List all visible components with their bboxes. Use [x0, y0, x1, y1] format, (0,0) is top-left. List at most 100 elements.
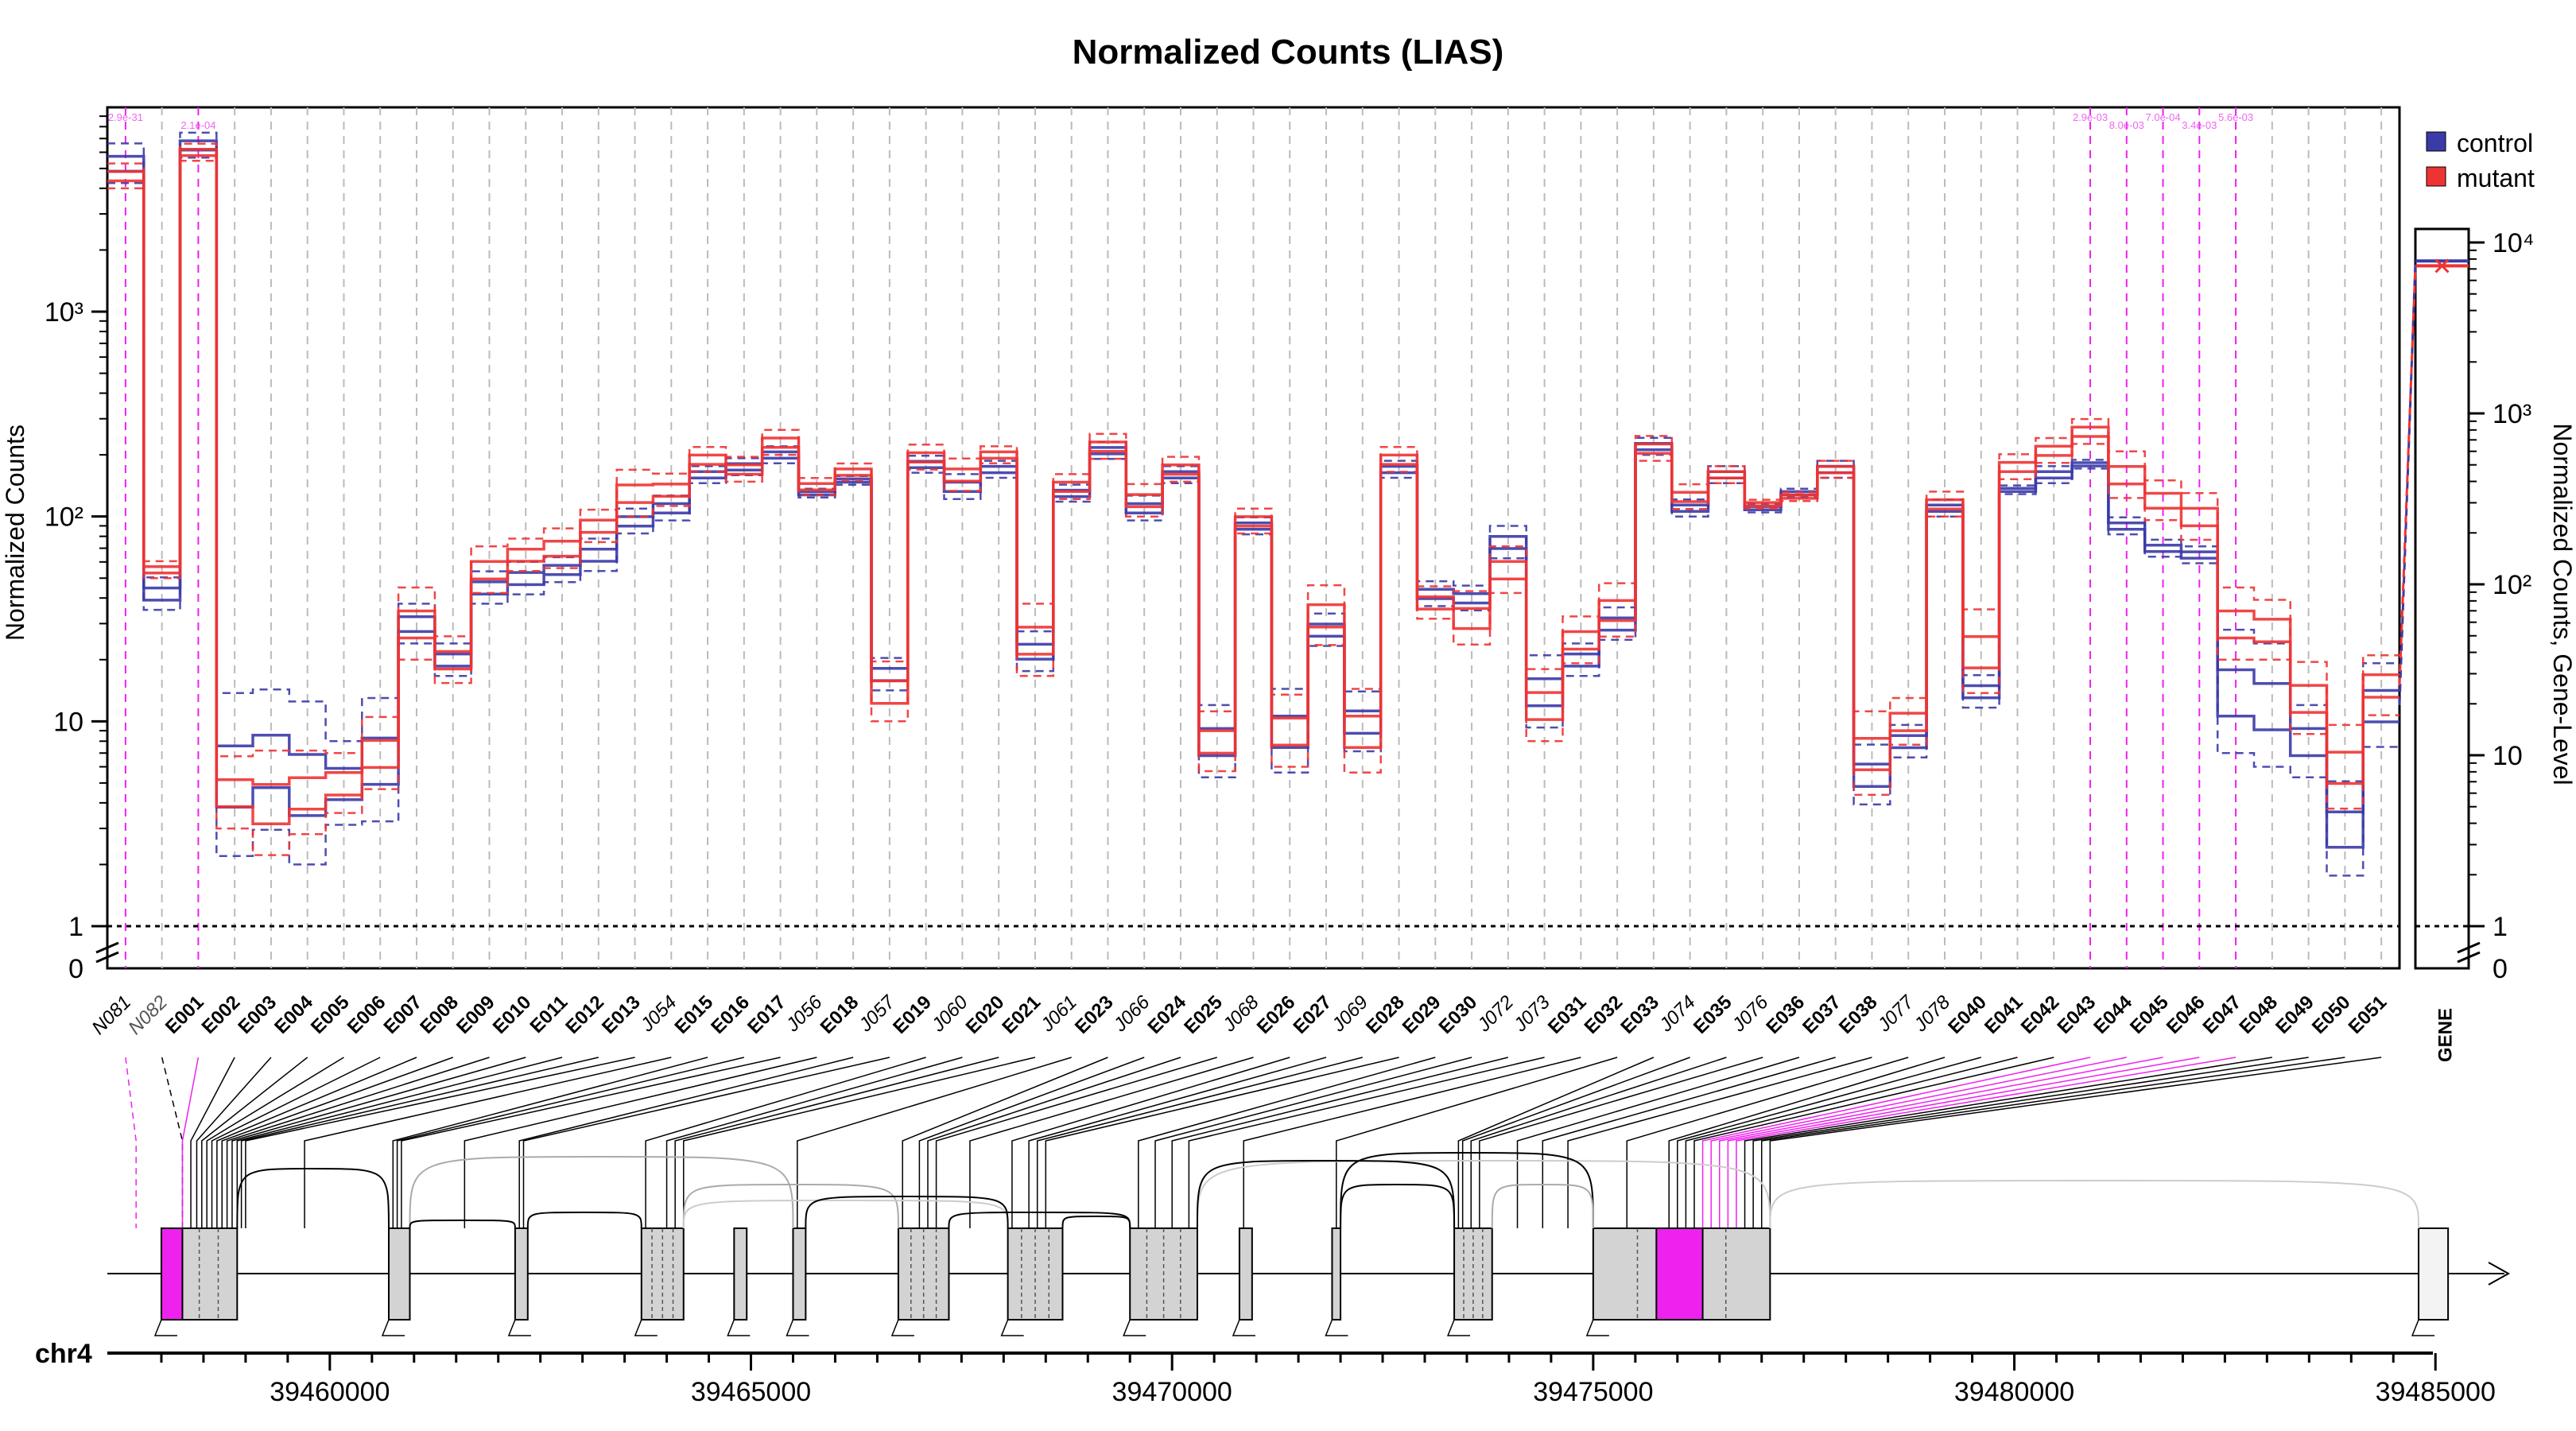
feature-label-E051: E051: [2345, 991, 2392, 1038]
connector-E028: [1045, 1057, 1399, 1228]
feature-label-E015: E015: [671, 991, 718, 1038]
transcript-end-mark: [1000, 1319, 1024, 1336]
transcript-end-mark: [153, 1319, 177, 1336]
feature-label-J056: J056: [782, 991, 827, 1037]
connector-J054: [304, 1057, 672, 1228]
y-tick-label: 10: [53, 707, 83, 737]
feature-label-E025: E025: [1180, 991, 1227, 1038]
connector-E025: [935, 1057, 1217, 1228]
connector-E032: [1336, 1057, 1618, 1228]
y-right-tick-label: 10²: [2493, 570, 2531, 600]
connector-E033: [1457, 1057, 1655, 1228]
feature-label-E029: E029: [1399, 991, 1445, 1038]
y-tick-label: 10²: [45, 502, 83, 533]
connector-J069: [1036, 1057, 1363, 1228]
genome-axis: chr4 39460000 39465000 39470000 39475000 394…: [35, 1339, 2496, 1407]
legend-control-swatch: [2426, 131, 2446, 152]
feature-label-J077: J077: [1873, 991, 1919, 1037]
pvalue-label: 7.0e-04: [2146, 111, 2181, 123]
feature-label-E018: E018: [817, 991, 863, 1038]
exon-block: [387, 1227, 411, 1320]
feature-label-gene: GENE: [2435, 1008, 2457, 1062]
legend: control mutant: [2426, 129, 2535, 192]
series-line-control: [107, 149, 2399, 849]
exon-block: [1331, 1227, 1342, 1320]
feature-label-J057: J057: [855, 991, 901, 1037]
genome-tick-label: 39480000: [1954, 1377, 2074, 1407]
series-line-control: [107, 139, 2399, 814]
pvalue-label: 2.1e-04: [180, 119, 215, 131]
main-plot-area: 1 10 10² 10³ 0 2.9e-31 2.1e-04 2.9e-038.0e-037.…: [45, 106, 2401, 984]
axis-break-mark: [95, 941, 119, 954]
connector-J061: [797, 1057, 1072, 1228]
splice-junction-arc: [682, 1200, 1009, 1229]
connector-E017: [401, 1057, 781, 1228]
feature-label-E032: E032: [1581, 991, 1627, 1038]
connector-E004: [201, 1057, 308, 1228]
transcript-end-mark: [1325, 1319, 1348, 1336]
connector-E023: [902, 1057, 1108, 1228]
transcript-end-mark: [507, 1319, 531, 1336]
feature-label-E046: E046: [2163, 991, 2209, 1038]
feature-label-E033: E033: [1616, 991, 1663, 1038]
gene-panel-frame: [2414, 227, 2470, 970]
feature-label-E036: E036: [1762, 991, 1809, 1038]
genome-tick-label: 39465000: [691, 1377, 811, 1407]
feature-label-E020: E020: [962, 991, 1009, 1038]
feature-label-J072: J072: [1472, 991, 1518, 1037]
feature-label-E045: E045: [2126, 991, 2173, 1038]
connector-E030: [1154, 1057, 1472, 1228]
connector-J073: [1188, 1057, 1545, 1228]
connector-E008: [221, 1057, 453, 1228]
chart-title: Normalized Counts (LIAS): [1073, 33, 1504, 72]
transcript-end-mark: [634, 1319, 658, 1336]
series-line-mutant: [107, 142, 2399, 758]
feature-label-E028: E028: [1362, 991, 1409, 1038]
series-line-mutant: [107, 154, 2399, 825]
feature-label-N082: N082: [124, 991, 172, 1039]
feature-label-E038: E038: [1835, 991, 1882, 1038]
feature-label-E023: E023: [1071, 991, 1118, 1038]
feature-label-J074: J074: [1655, 991, 1700, 1037]
chromosome-label: chr4: [35, 1339, 92, 1369]
pvalue-label: 5.6e-03: [2218, 111, 2253, 123]
connector-J076: [1479, 1057, 1763, 1228]
connector-E021: [683, 1057, 1036, 1228]
axis-break-mark: [2457, 941, 2481, 954]
connector-E043: [1701, 1057, 2091, 1228]
connector-E036: [1516, 1057, 1800, 1228]
y-right-tick-label: 10³: [2493, 399, 2531, 429]
splice-junction-arc: [948, 1212, 1131, 1229]
splice-junction-arc: [409, 1220, 516, 1229]
y-axis-label: Normalized Counts: [1, 425, 29, 641]
connector-E019: [645, 1057, 926, 1228]
series-line-control: [107, 156, 2399, 877]
splice-junction-arc: [1196, 1160, 1456, 1229]
connector-J068: [969, 1057, 1254, 1228]
connector-E038: [1567, 1057, 1872, 1228]
feature-label-E012: E012: [561, 991, 608, 1038]
splice-junction-arc: [682, 1184, 899, 1229]
feature-label-E044: E044: [2089, 991, 2136, 1038]
connector-E031: [1243, 1057, 1581, 1228]
feature-label-E007: E007: [379, 991, 426, 1038]
splice-junction-arc: [236, 1168, 390, 1229]
transcript-end-mark: [2411, 1319, 2435, 1336]
strand-arrow-icon: [2488, 1262, 2511, 1286]
splice-junction-arc: [1061, 1216, 1131, 1229]
pvalue-label: 3.4e-03: [2182, 119, 2217, 131]
connector-J057: [522, 1057, 890, 1228]
connector-E045: [1719, 1057, 2163, 1228]
exon-block: [1238, 1227, 1253, 1320]
y-right-tick-label: 10: [2493, 741, 2523, 771]
transcript-end-mark: [890, 1319, 914, 1336]
feature-label-E024: E024: [1143, 991, 1190, 1038]
transcript-end-mark: [1585, 1319, 1609, 1336]
genome-tick-label: 39470000: [1112, 1377, 1232, 1407]
connector-E018: [518, 1057, 854, 1228]
transcript-end-mark: [381, 1319, 405, 1336]
connector-E013: [245, 1057, 635, 1228]
connector-E016: [396, 1057, 745, 1228]
genome-tick-label: 39460000: [270, 1377, 390, 1407]
